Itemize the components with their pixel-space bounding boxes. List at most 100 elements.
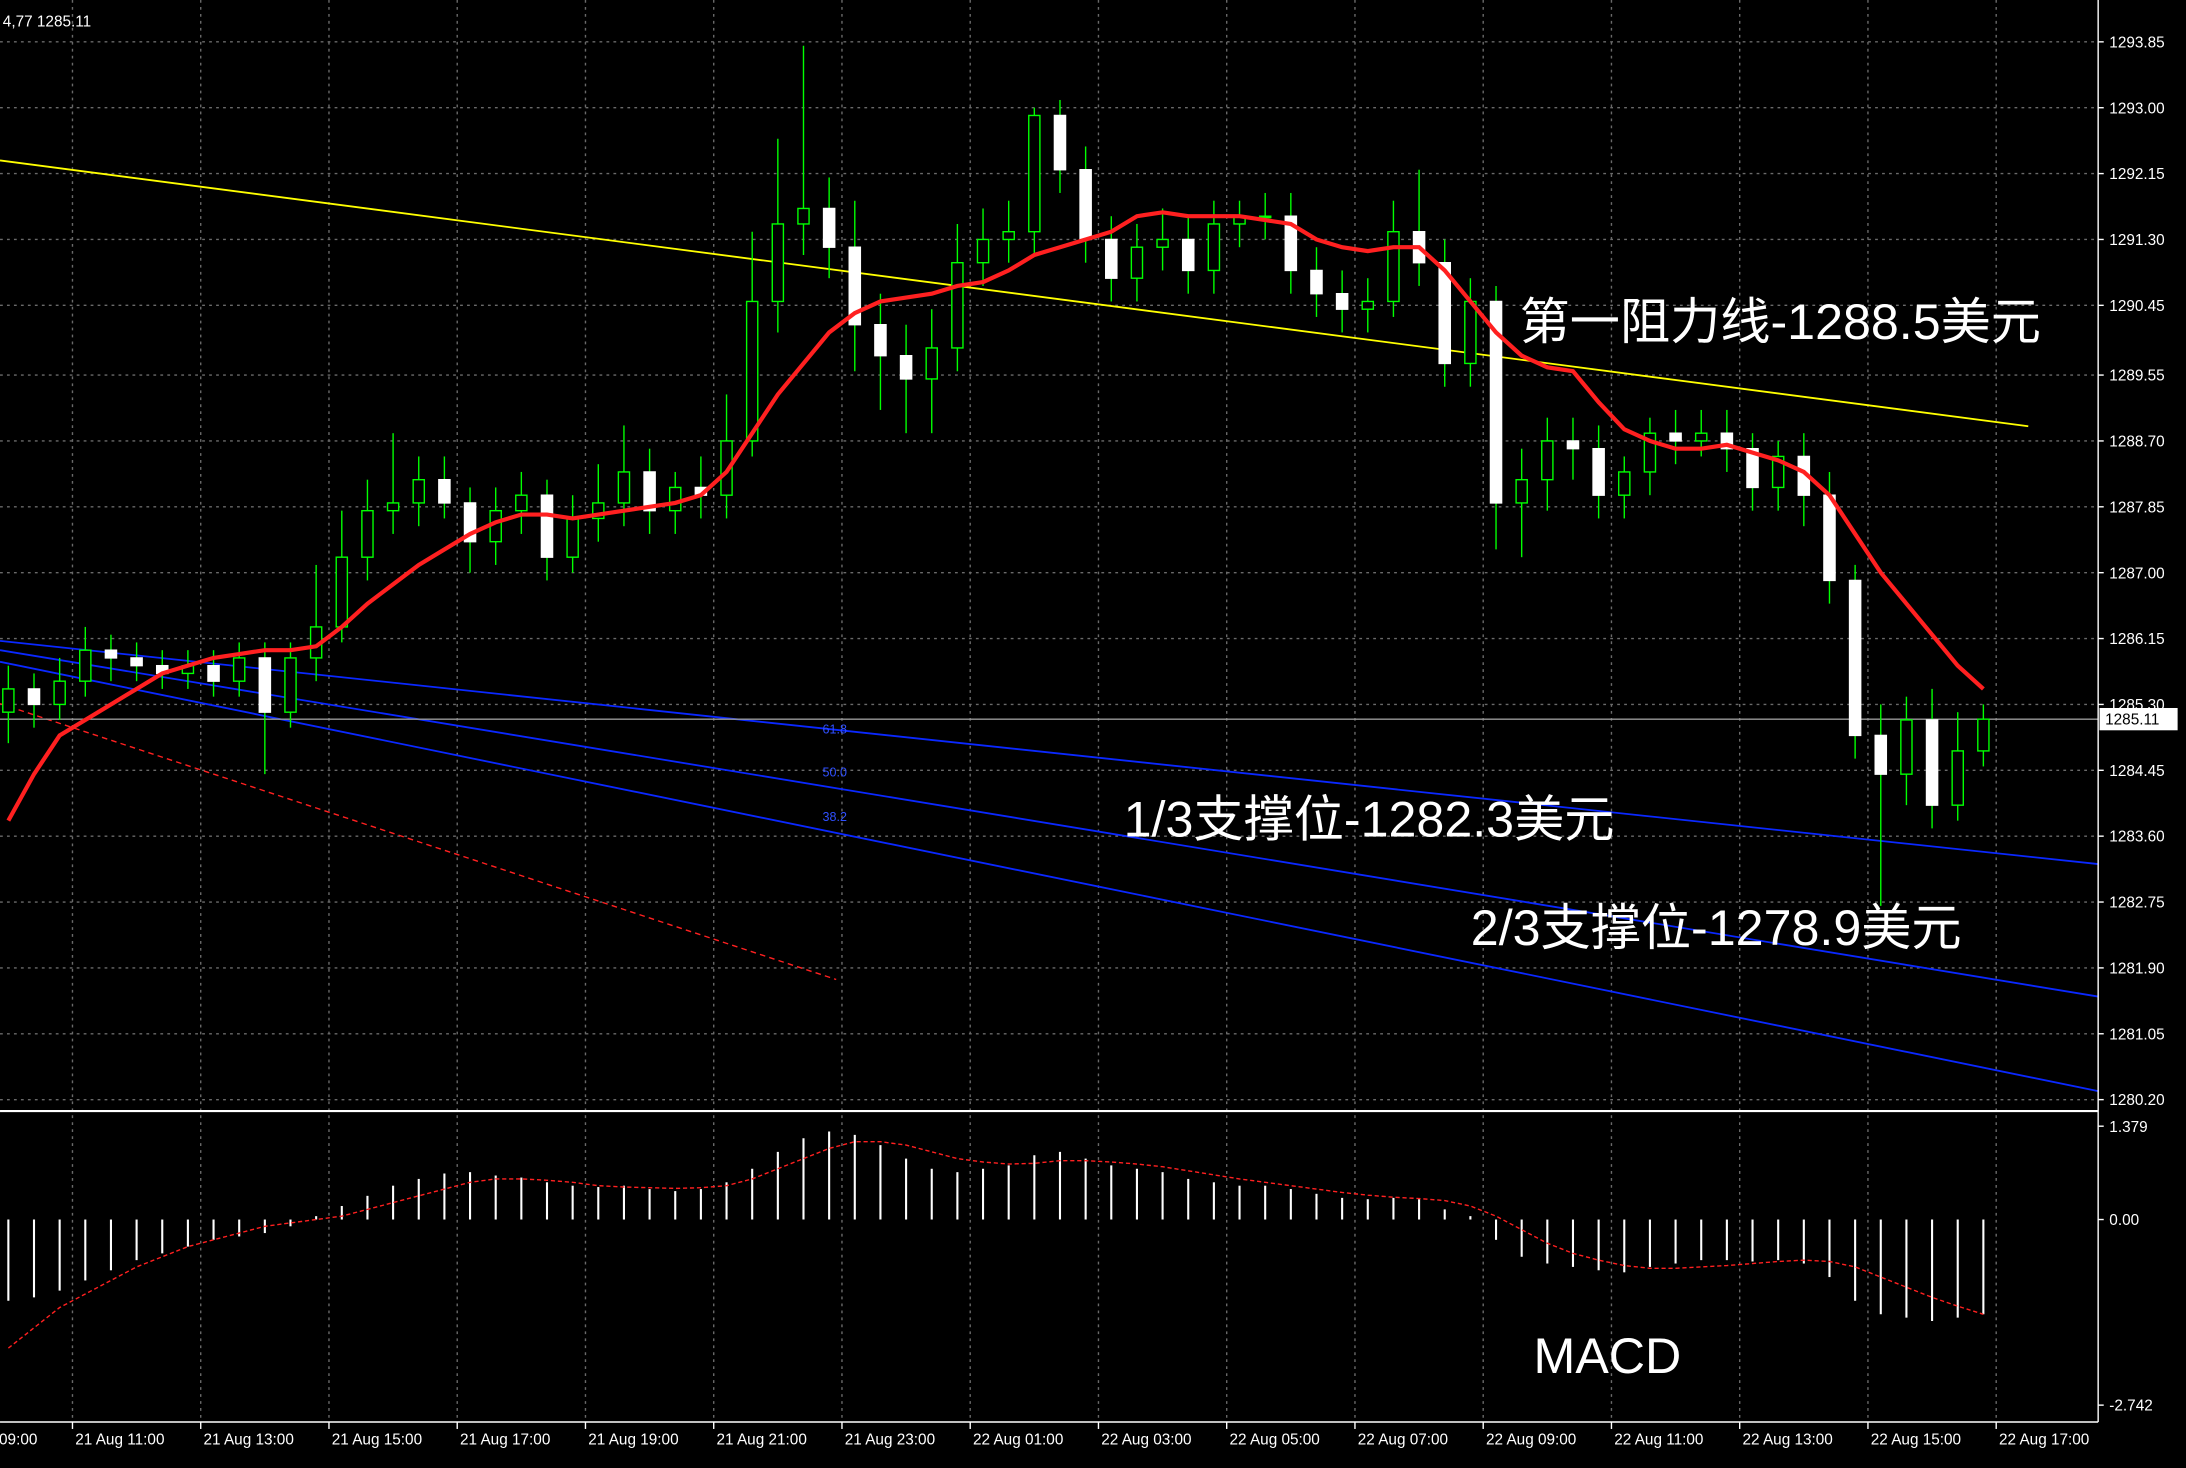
candle-body xyxy=(386,502,400,512)
fib-label: 38.2 xyxy=(823,810,847,824)
candle-body xyxy=(1284,215,1298,272)
annotation: 第一阻力线-1288.5美元 xyxy=(1520,294,2041,350)
candle-body xyxy=(1053,114,1067,171)
y2-tick-label: 0.00 xyxy=(2109,1212,2139,1229)
x-tick-label: 22 Aug 13:00 xyxy=(1742,1431,1832,1448)
candle-body xyxy=(53,680,66,706)
candle-body xyxy=(335,556,349,628)
x-tick-label: 22 Aug 03:00 xyxy=(1101,1431,1191,1448)
candle-body xyxy=(1105,238,1118,279)
y-tick-label: 1287.85 xyxy=(2109,499,2164,516)
candle-body xyxy=(27,688,41,706)
candle-body xyxy=(207,664,220,682)
candle-body xyxy=(1207,223,1221,272)
candle-body xyxy=(1566,440,1580,450)
candle-body xyxy=(1079,169,1092,241)
x-tick-label: 22 Aug 01:00 xyxy=(973,1431,1063,1448)
fib-label: 50.0 xyxy=(823,766,847,780)
header: 4,77 1285.11 xyxy=(3,13,91,30)
x-tick-label: 22 Aug 11:00 xyxy=(1614,1431,1703,1448)
y-tick-label: 1282.75 xyxy=(2109,895,2164,912)
candle-body xyxy=(745,300,759,442)
candle-body xyxy=(1310,269,1323,295)
candle-body xyxy=(1746,447,1759,489)
current-price-box xyxy=(2099,707,2178,731)
trend-line xyxy=(0,639,2099,865)
candle-body xyxy=(2,688,15,713)
trend-line xyxy=(0,702,837,981)
y-tick-label: 1281.90 xyxy=(2109,960,2164,977)
candle-body xyxy=(848,246,862,326)
candle-body xyxy=(1489,300,1503,504)
candle-body xyxy=(720,440,733,496)
candle-body xyxy=(284,657,297,713)
candle-body xyxy=(951,262,964,349)
moving-average xyxy=(6,210,1985,822)
candle-body xyxy=(1181,238,1195,272)
candle-body xyxy=(104,649,118,659)
candle-body xyxy=(438,478,451,504)
y-tick-label: 1291.30 xyxy=(2109,232,2164,249)
candle-body xyxy=(1618,471,1631,496)
x-tick-label: 21 Aug 23:00 xyxy=(845,1431,935,1448)
candle-body xyxy=(1720,432,1734,450)
y2-tick-label: -2.742 xyxy=(2109,1398,2152,1415)
macd-label: MACD xyxy=(1534,1328,1682,1384)
candle-body xyxy=(232,657,246,682)
candle-body xyxy=(899,355,913,380)
candle-body xyxy=(1592,447,1605,496)
x-tick-label: 21 Aug 13:00 xyxy=(204,1431,294,1448)
candle-body xyxy=(976,238,990,264)
candle-body xyxy=(592,502,605,520)
candle-body xyxy=(1438,262,1452,365)
annotation: 2/3支撑位-1278.9美元 xyxy=(1471,900,1962,956)
candle-body xyxy=(540,494,554,558)
x-tick-label: 21 Aug 19:00 xyxy=(588,1431,678,1448)
candle-body xyxy=(1130,246,1144,279)
y-tick-label: 1289.55 xyxy=(2109,368,2164,385)
candle-body xyxy=(925,347,939,380)
x-tick-label: 21 Aug 09:00 xyxy=(0,1431,37,1448)
x-tick-label: 22 Aug 07:00 xyxy=(1358,1431,1448,1448)
candle-body xyxy=(515,494,528,512)
candle-body xyxy=(1951,750,1964,806)
candle-body xyxy=(1335,293,1349,310)
candle-body xyxy=(1515,478,1528,504)
plot-layer xyxy=(0,0,2099,1420)
fib-label: 61.8 xyxy=(823,722,847,736)
candle-body xyxy=(1900,719,1913,775)
candle-body xyxy=(1771,455,1785,489)
y-tick-label: 1293.85 xyxy=(2109,34,2164,51)
candle-body xyxy=(79,649,92,682)
candle-body xyxy=(771,223,785,303)
candle-body xyxy=(874,324,887,357)
x-tick-label: 21 Aug 11:00 xyxy=(75,1431,164,1448)
y-tick-label: 1290.45 xyxy=(2109,298,2164,315)
candle-body xyxy=(1669,432,1682,442)
y-tick-label: 1284.45 xyxy=(2109,763,2164,780)
y-tick-label: 1286.15 xyxy=(2109,631,2164,648)
trend-line xyxy=(0,159,2029,428)
trend-line xyxy=(0,660,2099,1093)
candle-body xyxy=(258,657,272,713)
y-tick-label: 1280.20 xyxy=(2109,1092,2164,1109)
trend-line xyxy=(0,649,2099,998)
y-tick-label: 1283.60 xyxy=(2109,829,2164,846)
candle-body xyxy=(1028,114,1041,233)
x-tick-label: 22 Aug 05:00 xyxy=(1229,1431,1319,1448)
candle-body xyxy=(412,478,426,504)
candle-body xyxy=(1823,494,1836,582)
current-price-label: 1285.11 xyxy=(2105,712,2159,729)
y-tick-label: 1288.70 xyxy=(2109,434,2164,451)
x-tick-label: 22 Aug 17:00 xyxy=(1999,1431,2089,1448)
y-tick-label: 1293.00 xyxy=(2109,100,2164,117)
y-tick-label: 1287.00 xyxy=(2109,565,2164,582)
candle-body xyxy=(668,486,682,512)
candle-body xyxy=(797,207,810,225)
candle-body xyxy=(1925,719,1939,806)
candle-body xyxy=(1874,734,1888,775)
x-tick-label: 22 Aug 15:00 xyxy=(1871,1431,1961,1448)
candle-body xyxy=(566,517,579,558)
x-tick-label: 22 Aug 09:00 xyxy=(1486,1431,1576,1448)
